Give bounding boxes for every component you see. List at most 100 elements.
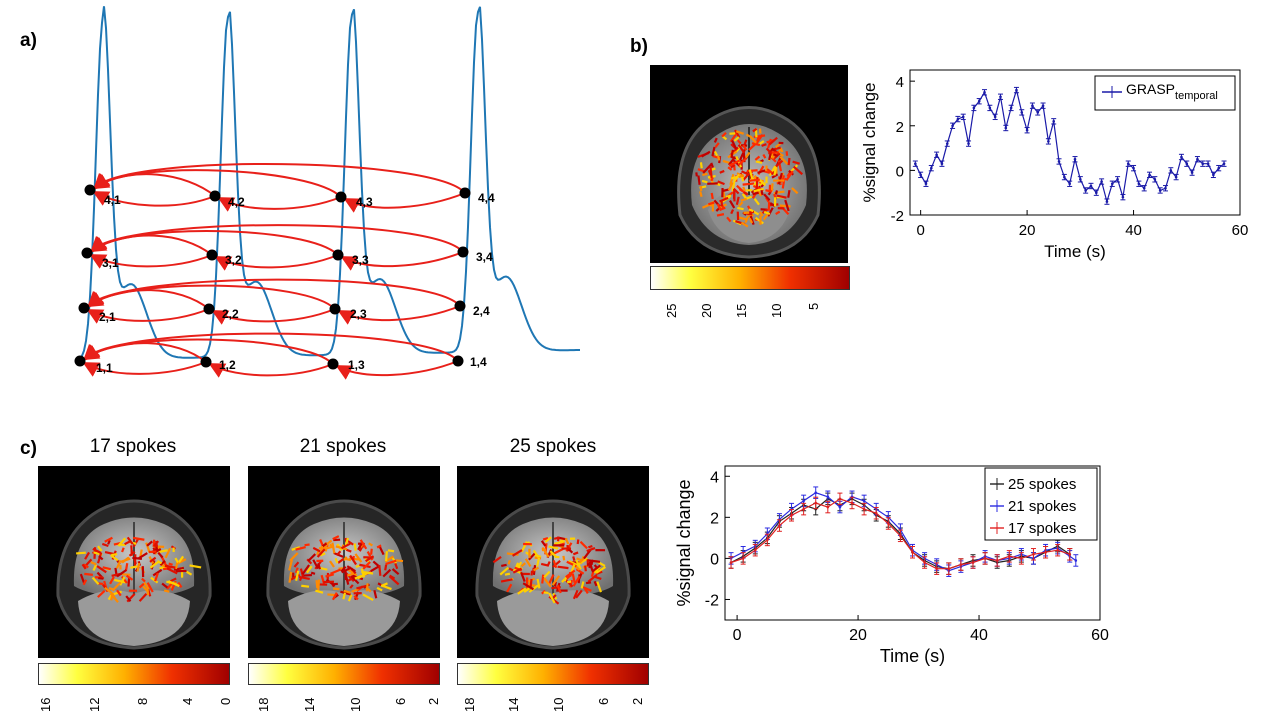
activation-voxel <box>523 587 531 593</box>
data-point <box>935 567 938 570</box>
activation-voxel <box>776 194 787 199</box>
activation-voxel <box>139 549 143 558</box>
data-point <box>862 499 866 503</box>
data-point <box>1158 189 1162 192</box>
data-point <box>959 563 963 566</box>
activation-voxel <box>121 573 131 577</box>
data-point <box>1007 555 1011 558</box>
activation-voxel <box>83 563 89 569</box>
activation-voxel <box>730 164 736 169</box>
activation-voxel <box>728 200 736 209</box>
activation-voxel <box>701 179 708 184</box>
data-point <box>1148 173 1151 177</box>
activation-voxel <box>512 567 523 574</box>
activation-voxel <box>746 189 753 192</box>
activation-voxel <box>785 170 794 182</box>
data-point <box>971 561 975 564</box>
activation-voxel <box>713 137 718 143</box>
activation-voxel <box>742 186 746 192</box>
activation-voxel <box>765 189 773 193</box>
activation-voxel <box>583 548 592 560</box>
sampling-node <box>335 191 347 203</box>
colorbar-tick: 0 <box>218 697 233 705</box>
data-point <box>967 142 970 145</box>
activation-voxel <box>702 163 712 174</box>
data-point <box>1110 182 1114 186</box>
sampling-arrow <box>343 192 466 213</box>
data-point <box>995 559 999 562</box>
activation-voxel <box>544 536 552 543</box>
activation-voxel <box>355 564 361 568</box>
activation-voxel <box>587 574 598 583</box>
activation-voxel <box>721 131 727 138</box>
activation-voxel <box>378 564 382 576</box>
activation-voxel <box>586 547 596 553</box>
activation-voxel <box>178 555 185 563</box>
node-label: 2,1 <box>99 310 116 324</box>
activation-voxel <box>774 190 779 195</box>
node-label: 3,2 <box>225 253 242 267</box>
activation-voxel <box>391 556 398 565</box>
activation-voxel <box>356 584 368 590</box>
data-point <box>1126 162 1130 165</box>
activation-voxel <box>744 216 749 224</box>
activation-voxel <box>553 536 559 540</box>
activation-voxel <box>792 160 800 165</box>
activation-voxel <box>385 559 397 566</box>
activation-voxel <box>177 581 183 588</box>
activation-voxel <box>148 550 157 554</box>
activation-voxel <box>710 162 714 168</box>
activation-voxel <box>155 540 159 547</box>
sampling-node <box>329 303 341 315</box>
series-line <box>730 492 1077 572</box>
activation-voxel <box>347 594 353 602</box>
activation-voxel <box>384 551 388 562</box>
activation-voxel <box>772 153 778 157</box>
node-label: 1,3 <box>348 358 365 372</box>
data-point <box>1020 557 1023 560</box>
activation-voxel <box>709 166 713 179</box>
activation-voxel <box>315 589 324 594</box>
data-point <box>923 561 926 564</box>
activation-voxel <box>753 187 764 193</box>
activation-voxel <box>540 540 547 547</box>
data-point <box>741 557 745 560</box>
activation-voxel <box>143 581 150 590</box>
activation-voxel <box>532 549 540 558</box>
activation-voxel <box>164 564 176 569</box>
activation-voxel <box>779 155 789 166</box>
activation-voxel <box>378 545 385 556</box>
data-point <box>850 501 854 505</box>
data-point <box>1217 166 1221 170</box>
activation-voxel <box>540 562 550 567</box>
colorbar-tick: 6 <box>393 697 408 705</box>
activation-voxel <box>150 576 159 584</box>
activation-voxel <box>344 537 349 546</box>
activation-voxel <box>109 592 119 603</box>
activation-voxel <box>353 592 362 595</box>
activation-voxel <box>319 583 328 586</box>
activation-voxel <box>295 570 300 581</box>
sampling-node <box>332 249 344 261</box>
activation-voxel <box>499 566 509 576</box>
activation-voxel <box>576 539 580 545</box>
data-point <box>1196 157 1199 161</box>
colorbar-tick: 10 <box>769 303 784 318</box>
activation-voxel <box>107 539 111 545</box>
activation-voxel <box>500 578 513 583</box>
sampling-arrow <box>208 363 334 378</box>
activation-voxel <box>699 162 703 169</box>
colorbar-tick: 12 <box>87 697 102 712</box>
activation-voxel <box>124 563 129 572</box>
activation-voxel <box>315 580 319 589</box>
data-point <box>1180 155 1183 159</box>
activation-voxel <box>154 572 159 582</box>
x-tick-label: 20 <box>849 627 867 644</box>
activation-voxel <box>357 571 369 580</box>
data-point <box>914 162 917 165</box>
activation-voxel <box>758 128 762 134</box>
activation-voxel <box>522 582 535 591</box>
activation-voxel <box>768 136 778 146</box>
activation-voxel <box>727 156 737 166</box>
activation-voxel <box>719 169 725 174</box>
